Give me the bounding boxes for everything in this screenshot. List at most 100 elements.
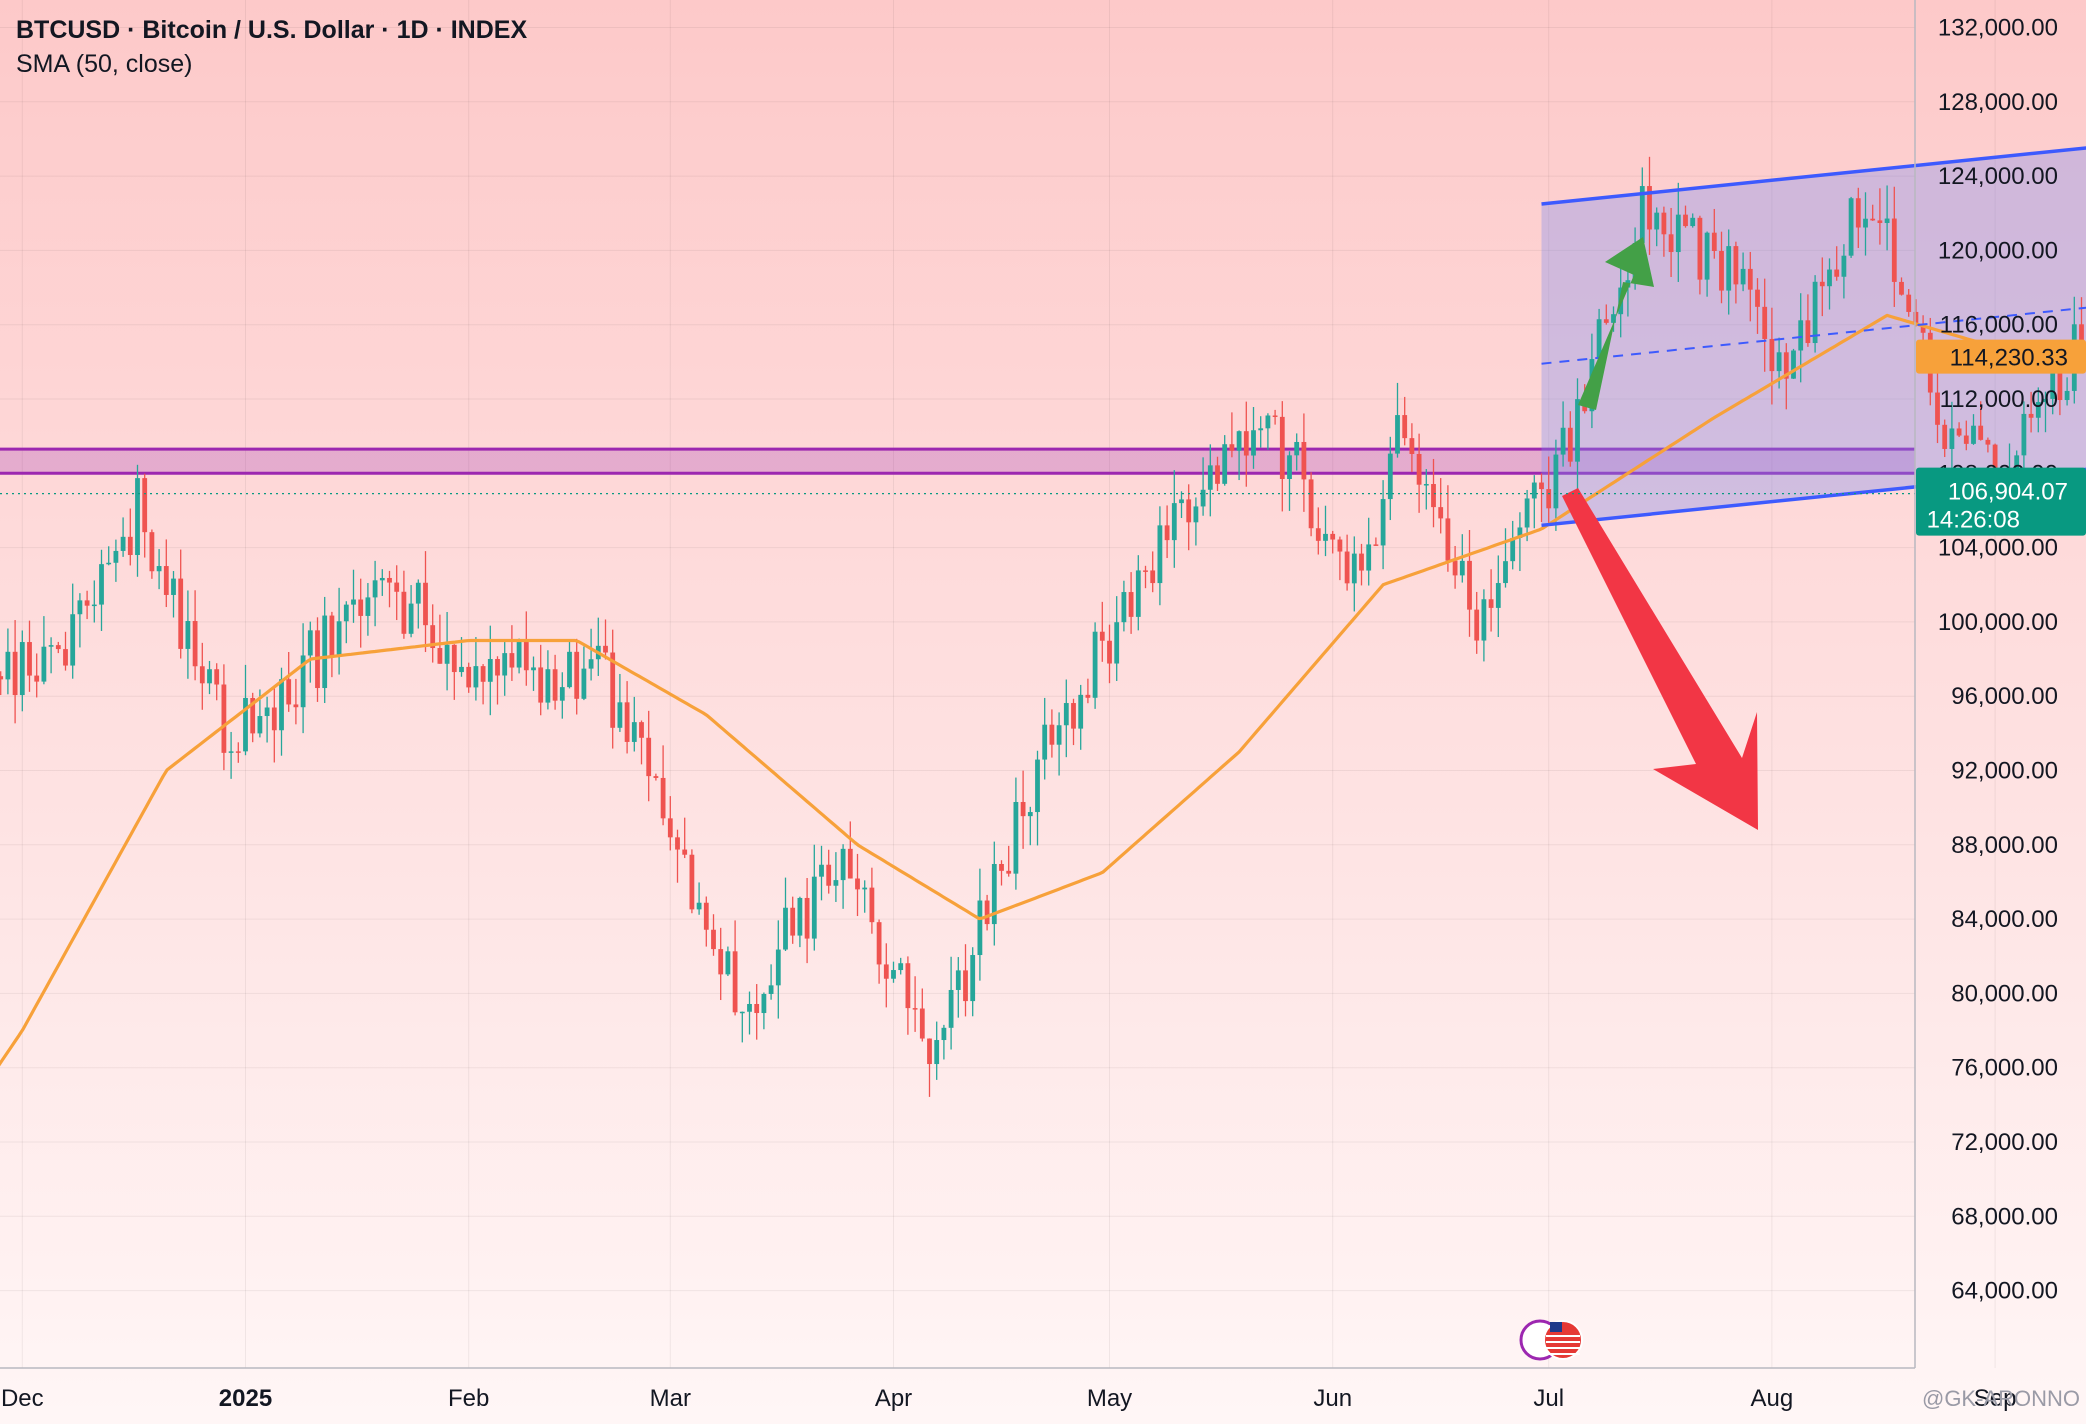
candle-body	[1963, 435, 1969, 444]
candle-body	[732, 951, 738, 1013]
candle-body	[300, 655, 306, 708]
candle-body	[34, 675, 40, 682]
resistance-zone[interactable]	[0, 447, 1915, 475]
candle-body	[2043, 398, 2048, 403]
candle-body	[451, 644, 457, 673]
candle-body	[1747, 268, 1753, 290]
candle-body	[653, 776, 659, 778]
candle-body	[703, 902, 709, 930]
channel-mid-line[interactable]	[1541, 262, 2086, 365]
candle-body	[1236, 431, 1242, 451]
candle-body	[1135, 570, 1141, 617]
candle-body	[1035, 759, 1040, 813]
candle-body	[250, 697, 256, 734]
candle-body	[927, 1038, 932, 1065]
candle-body	[1380, 499, 1386, 546]
candle-body	[739, 1011, 745, 1014]
candle-body	[408, 603, 414, 634]
price-tick-label: 132,000.00	[1938, 15, 2058, 42]
candle-body	[322, 615, 328, 689]
price-tick-label: 76,000.00	[1951, 1055, 2058, 1082]
candle-body	[912, 1008, 918, 1010]
price-tick-label: 88,000.00	[1951, 832, 2058, 859]
candle-body	[667, 818, 673, 838]
candle-body	[883, 964, 889, 979]
candle-body	[1769, 338, 1775, 372]
resistance-zone-fill[interactable]	[0, 449, 1915, 474]
candle-body	[1200, 489, 1206, 507]
candle-body	[1539, 482, 1544, 490]
chart-title: BTCUSD · Bitcoin / U.S. Dollar · 1D · IN…	[16, 16, 528, 44]
candle-body	[1531, 482, 1537, 499]
candle-body	[1978, 425, 1984, 440]
time-tick-label: May	[1087, 1385, 1132, 1412]
arrow-down-icon[interactable]	[1562, 488, 1758, 830]
candle-body	[63, 649, 68, 666]
candle-body	[1848, 198, 1854, 256]
candle-body	[919, 1008, 925, 1039]
candle-body	[581, 668, 587, 699]
time-tick-label: Jul	[1533, 1385, 1564, 1412]
candle-body	[2057, 356, 2063, 401]
candle-body	[1431, 484, 1436, 508]
candle-body	[5, 651, 11, 680]
watermark-text: @GK-ARONNO	[1922, 1386, 2080, 1411]
candle-body	[487, 658, 493, 682]
channel-upper-line[interactable]	[1541, 102, 2086, 206]
bar-countdown: 14:26:08	[1927, 507, 2020, 534]
candle-body	[970, 955, 976, 1002]
candle-body	[149, 532, 155, 572]
candle-body	[336, 621, 342, 656]
forecast-arrows[interactable]	[1562, 237, 1758, 830]
candle-body	[19, 642, 25, 696]
candle-body	[955, 970, 961, 990]
candle-body	[1596, 319, 1602, 360]
candle-body	[351, 599, 356, 605]
candle-body	[847, 848, 853, 879]
arrow-up-icon[interactable]	[1578, 237, 1654, 410]
candle-body	[1143, 570, 1148, 572]
candle-body	[185, 621, 191, 649]
candle-body	[1503, 561, 1508, 584]
candle-body	[1207, 465, 1213, 490]
candle-body	[1985, 439, 1991, 445]
candle-body	[1013, 801, 1019, 874]
candle-body	[1611, 314, 1616, 323]
candle-body	[833, 880, 839, 886]
price-tick-label: 96,000.00	[1951, 683, 2058, 710]
candle-body	[768, 985, 774, 994]
candle-body	[689, 854, 695, 910]
candle-body	[466, 666, 472, 688]
candle-body	[1157, 525, 1163, 584]
candle-body	[1812, 281, 1818, 344]
candle-body	[1495, 583, 1501, 608]
candle-body	[934, 1040, 940, 1065]
price-tick-label: 72,000.00	[1951, 1129, 2058, 1156]
candle-body	[1524, 498, 1530, 528]
candle-body	[610, 652, 616, 728]
candle-body	[495, 658, 500, 676]
candle-body	[1683, 214, 1688, 227]
event-icons[interactable]	[1519, 1319, 1583, 1361]
candle-body	[1215, 465, 1220, 484]
candle-body	[1906, 294, 1912, 312]
sma-value-badge-text: 114,230.33	[1950, 345, 2068, 372]
time-tick-label: Feb	[448, 1385, 489, 1412]
candle-body	[1690, 217, 1696, 227]
candle-body	[1272, 415, 1278, 417]
candle-body	[718, 949, 724, 975]
candle-body	[1935, 392, 1940, 425]
candle-body	[372, 580, 378, 598]
candle-body	[480, 666, 486, 682]
candle-body	[754, 1003, 760, 1014]
candle-body	[1704, 232, 1710, 280]
candle-body	[1445, 518, 1451, 561]
candle-body	[1171, 503, 1177, 541]
candle-body	[1575, 399, 1580, 462]
price-tick-label: 84,000.00	[1951, 906, 2058, 933]
candle-body	[1114, 622, 1120, 664]
candle-body	[588, 659, 594, 669]
candle-body	[502, 653, 508, 676]
